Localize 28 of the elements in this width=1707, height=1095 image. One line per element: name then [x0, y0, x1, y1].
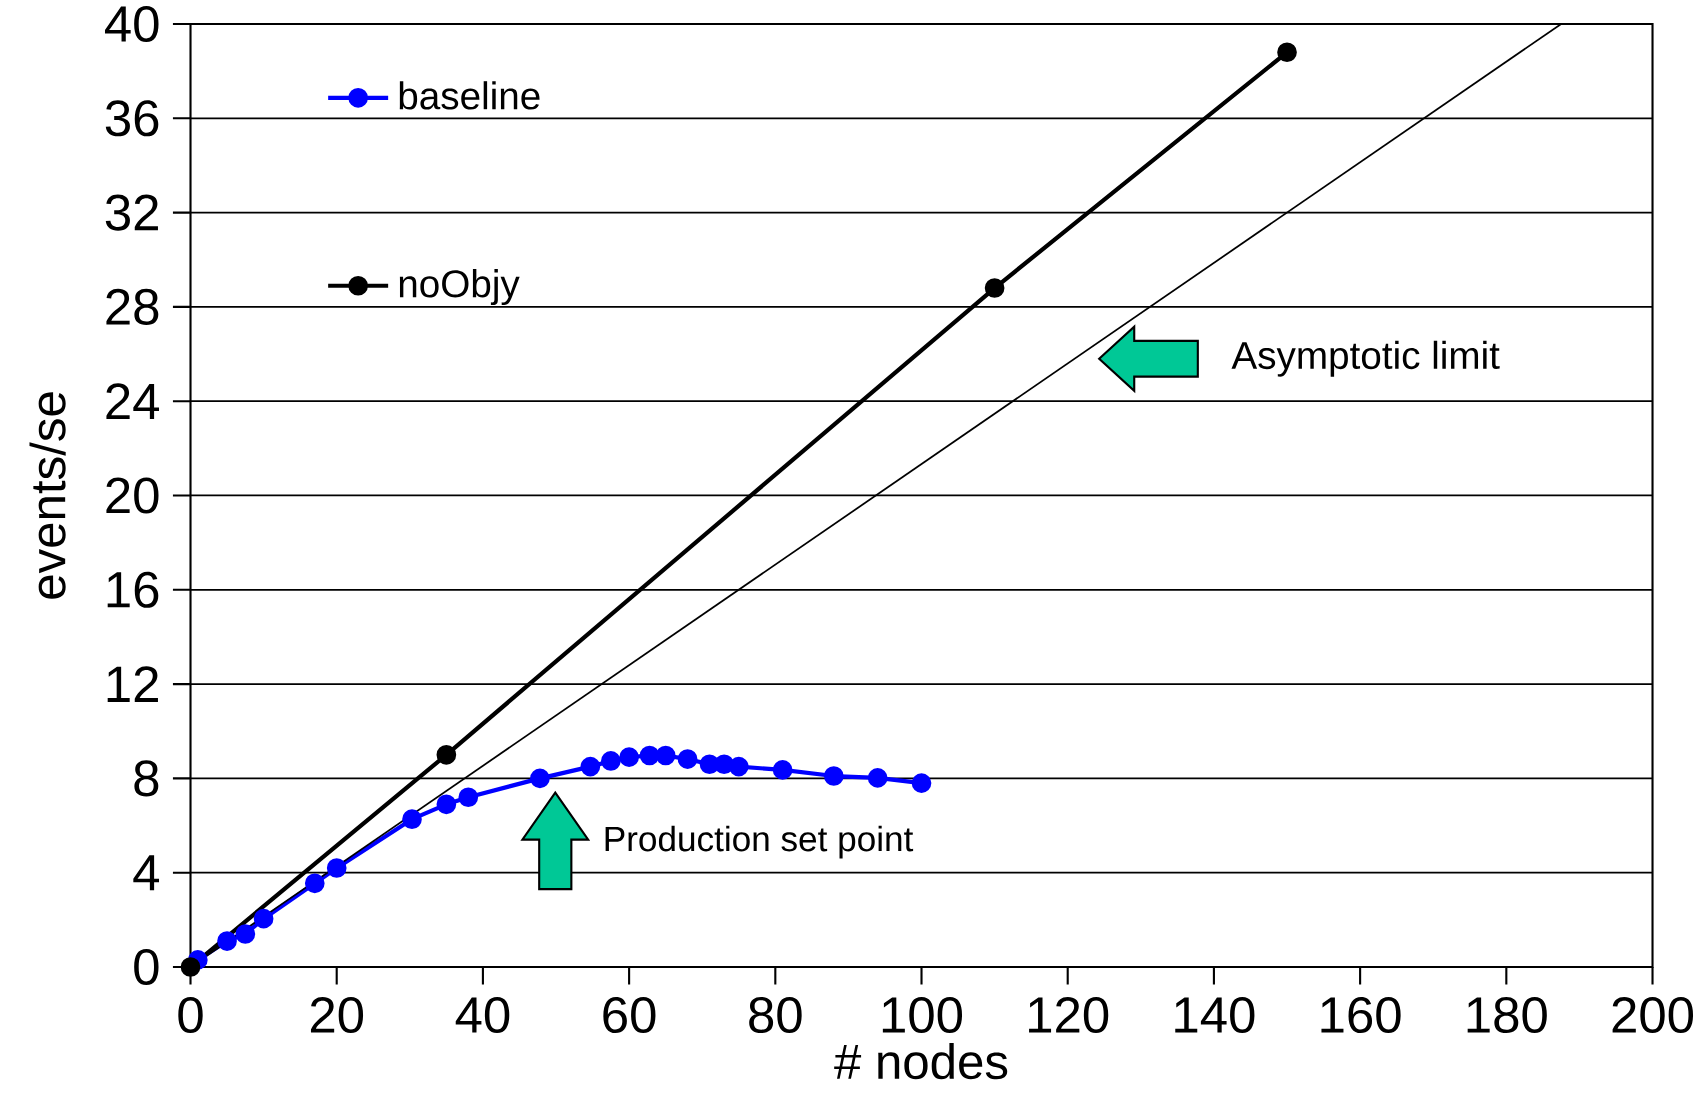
y-tick-label: 28 — [106, 288, 159, 325]
x-tick-label: 180 — [1467, 996, 1547, 1034]
x-tick-label: 200 — [1612, 996, 1694, 1034]
x-axis-title: # nodes — [834, 1043, 1008, 1080]
y-tick-label: 20 — [106, 477, 159, 514]
x-tick-label: 120 — [1029, 996, 1109, 1034]
y-tick-label: 24 — [106, 383, 160, 419]
x-tick-label: 140 — [1175, 996, 1255, 1034]
x-tick-label: 160 — [1321, 996, 1401, 1034]
y-tick-label: 12 — [107, 666, 158, 702]
annotation: Production set point — [605, 825, 914, 859]
x-tick-label: 80 — [749, 996, 802, 1034]
x-tick-label: 40 — [455, 996, 510, 1034]
y-tick-label: 40 — [104, 5, 159, 43]
y-tick-label: 0 — [134, 948, 159, 986]
y-axis-title: events/se — [29, 392, 66, 599]
x-tick-label: 20 — [310, 996, 364, 1034]
legend-label: baseline — [399, 81, 540, 110]
y-tick-label: 8 — [134, 760, 159, 797]
y-tick-label: 4 — [133, 855, 160, 891]
legend-label: noObjy — [399, 269, 520, 306]
y-tick-label: 32 — [105, 194, 158, 231]
annotation: Asymptotic limit — [1231, 340, 1500, 377]
x-tick-label: 100 — [882, 996, 963, 1034]
x-tick-label: 60 — [603, 996, 656, 1034]
y-tick-label: 16 — [107, 571, 159, 608]
x-tick-label: 0 — [178, 996, 203, 1034]
y-tick-label: 36 — [105, 100, 159, 137]
